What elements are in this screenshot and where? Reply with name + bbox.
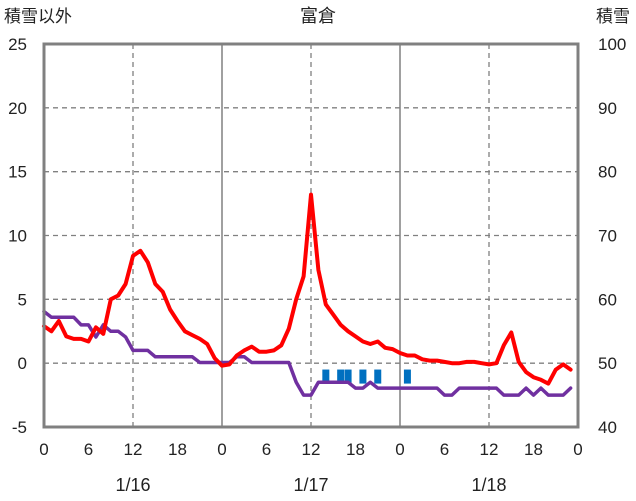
precipitation-bar: [359, 369, 367, 384]
x-tick-label: 18: [524, 440, 543, 459]
left-tick-label: 5: [18, 290, 27, 309]
plot-frame: [42, 42, 580, 429]
left-tick-label: -5: [12, 418, 27, 437]
x-tick-label: 6: [440, 440, 449, 459]
x-tick-label: 0: [395, 440, 404, 459]
left-axis-title: 積雪以外: [4, 7, 72, 26]
x-tick-label: 6: [84, 440, 93, 459]
right-tick-label: 60: [598, 290, 617, 309]
x-tick-label: 0: [573, 440, 582, 459]
right-tick-label: 100: [598, 35, 626, 54]
precipitation-bar: [337, 369, 345, 384]
left-tick-label: 25: [8, 35, 27, 54]
precipitation-bar: [374, 369, 382, 384]
x-tick-label: 0: [39, 440, 48, 459]
temperature-line: [42, 192, 573, 386]
right-tick-label: 70: [598, 227, 617, 246]
chart-title: 富倉: [300, 6, 336, 26]
date-label-1: 1/16: [115, 475, 150, 495]
date-label-3: 1/18: [471, 475, 506, 495]
right-tick-label: 50: [598, 354, 617, 373]
x-tick-label: 18: [346, 440, 365, 459]
precipitation-bar: [344, 369, 352, 384]
precipitation-bars: [322, 369, 411, 384]
x-tick-label: 12: [124, 440, 143, 459]
snow_depth-line: [42, 309, 573, 397]
right-axis-title: 積雪: [596, 7, 630, 26]
left-tick-label: 0: [18, 354, 27, 373]
precipitation-bar: [322, 369, 330, 384]
right-tick-label: 90: [598, 99, 617, 118]
gridlines: [44, 44, 578, 427]
x-tick-label: 18: [168, 440, 187, 459]
right-tick-label: 80: [598, 163, 617, 182]
date-label-2: 1/17: [293, 475, 328, 495]
x-tick-label: 12: [302, 440, 321, 459]
x-tick-label: 12: [480, 440, 499, 459]
left-tick-label: 20: [8, 99, 27, 118]
x-tick-label: 0: [217, 440, 226, 459]
left-tick-label: 10: [8, 227, 27, 246]
series-lines: [42, 192, 573, 397]
right-tick-label: 40: [598, 418, 617, 437]
left-tick-label: 15: [8, 163, 27, 182]
x-tick-label: 6: [262, 440, 271, 459]
precipitation-bar: [403, 369, 411, 384]
